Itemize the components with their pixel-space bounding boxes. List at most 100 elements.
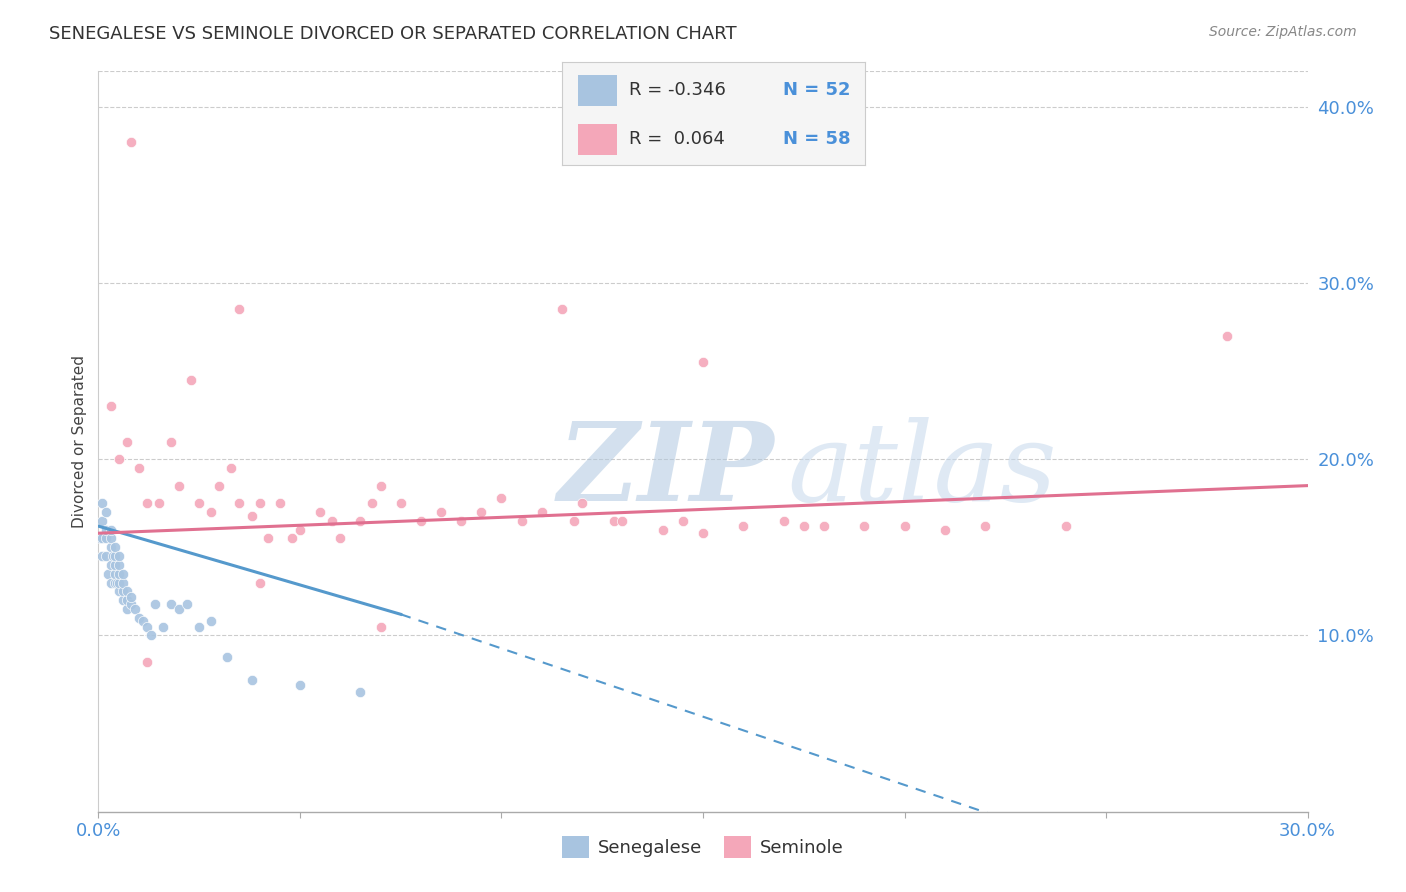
Point (100, 575, 122, 590)
Point (603, 514, 626, 528)
Point (934, 523, 956, 537)
Text: N = 58: N = 58 (783, 130, 851, 148)
Point (692, 355, 714, 369)
Point (107, 575, 129, 590)
Point (309, 505, 332, 519)
Point (100, 532, 122, 546)
Point (200, 505, 222, 519)
Point (281, 532, 304, 546)
Point (167, 602, 190, 616)
Point (101, 549, 124, 563)
Point (672, 514, 695, 528)
Point (430, 505, 453, 519)
Point (208, 478, 231, 492)
Point (180, 373, 202, 387)
Point (96, 549, 118, 563)
Point (107, 566, 129, 581)
Point (139, 628, 162, 642)
Point (692, 526, 714, 541)
Point (450, 514, 472, 528)
Point (103, 566, 125, 581)
Point (651, 523, 673, 537)
Point (974, 519, 997, 533)
FancyBboxPatch shape (578, 124, 617, 155)
Point (793, 519, 815, 533)
Point (103, 575, 125, 590)
Text: Source: ZipAtlas.com: Source: ZipAtlas.com (1209, 25, 1357, 39)
Point (103, 541, 125, 555)
Point (120, 597, 142, 611)
Point (228, 496, 250, 510)
Point (143, 597, 166, 611)
Point (128, 461, 150, 475)
Point (349, 514, 371, 528)
Point (240, 508, 263, 523)
Point (853, 519, 876, 533)
Point (188, 496, 211, 510)
Point (1054, 519, 1077, 533)
Point (240, 673, 263, 687)
Point (107, 452, 129, 467)
Point (361, 496, 384, 510)
Point (115, 602, 138, 616)
Point (249, 575, 271, 590)
Point (115, 434, 138, 449)
Point (349, 685, 371, 699)
Point (115, 584, 138, 599)
Text: atlas: atlas (787, 417, 1057, 524)
Point (91, 532, 114, 546)
Text: N = 52: N = 52 (783, 81, 851, 99)
Point (228, 302, 250, 317)
Point (551, 302, 574, 317)
Point (135, 496, 157, 510)
Point (132, 615, 155, 629)
Point (288, 678, 311, 692)
Point (510, 514, 533, 528)
Point (1216, 328, 1239, 343)
Text: R = -0.346: R = -0.346 (628, 81, 725, 99)
Point (167, 478, 190, 492)
Point (96, 505, 118, 519)
Point (321, 514, 343, 528)
Point (200, 615, 222, 629)
Point (176, 597, 198, 611)
Point (733, 519, 755, 533)
Point (100, 558, 122, 572)
Point (111, 593, 134, 607)
Point (103, 549, 125, 563)
Point (111, 575, 134, 590)
Point (107, 584, 129, 599)
Point (160, 597, 183, 611)
Point (217, 649, 239, 664)
Point (329, 532, 352, 546)
Point (256, 532, 278, 546)
Point (100, 399, 122, 413)
Point (409, 514, 432, 528)
Point (813, 519, 835, 533)
Point (97, 566, 120, 581)
Point (772, 514, 794, 528)
Point (370, 619, 392, 633)
Point (96, 523, 118, 537)
Point (571, 496, 593, 510)
Point (530, 505, 553, 519)
Point (389, 496, 412, 510)
Point (100, 541, 122, 555)
Text: ZIP: ZIP (558, 417, 775, 524)
Point (120, 590, 142, 604)
Point (160, 434, 183, 449)
Point (370, 478, 392, 492)
Point (91, 514, 114, 528)
Point (100, 523, 122, 537)
Point (96, 532, 118, 546)
Point (111, 584, 134, 599)
Point (470, 505, 492, 519)
Point (107, 549, 129, 563)
FancyBboxPatch shape (578, 75, 617, 105)
Point (89, 532, 111, 546)
Point (135, 619, 157, 633)
Point (105, 575, 128, 590)
Point (612, 514, 634, 528)
Text: SENEGALESE VS SEMINOLE DIVORCED OR SEPARATED CORRELATION CHART: SENEGALESE VS SEMINOLE DIVORCED OR SEPAR… (49, 25, 737, 43)
Point (135, 655, 157, 669)
